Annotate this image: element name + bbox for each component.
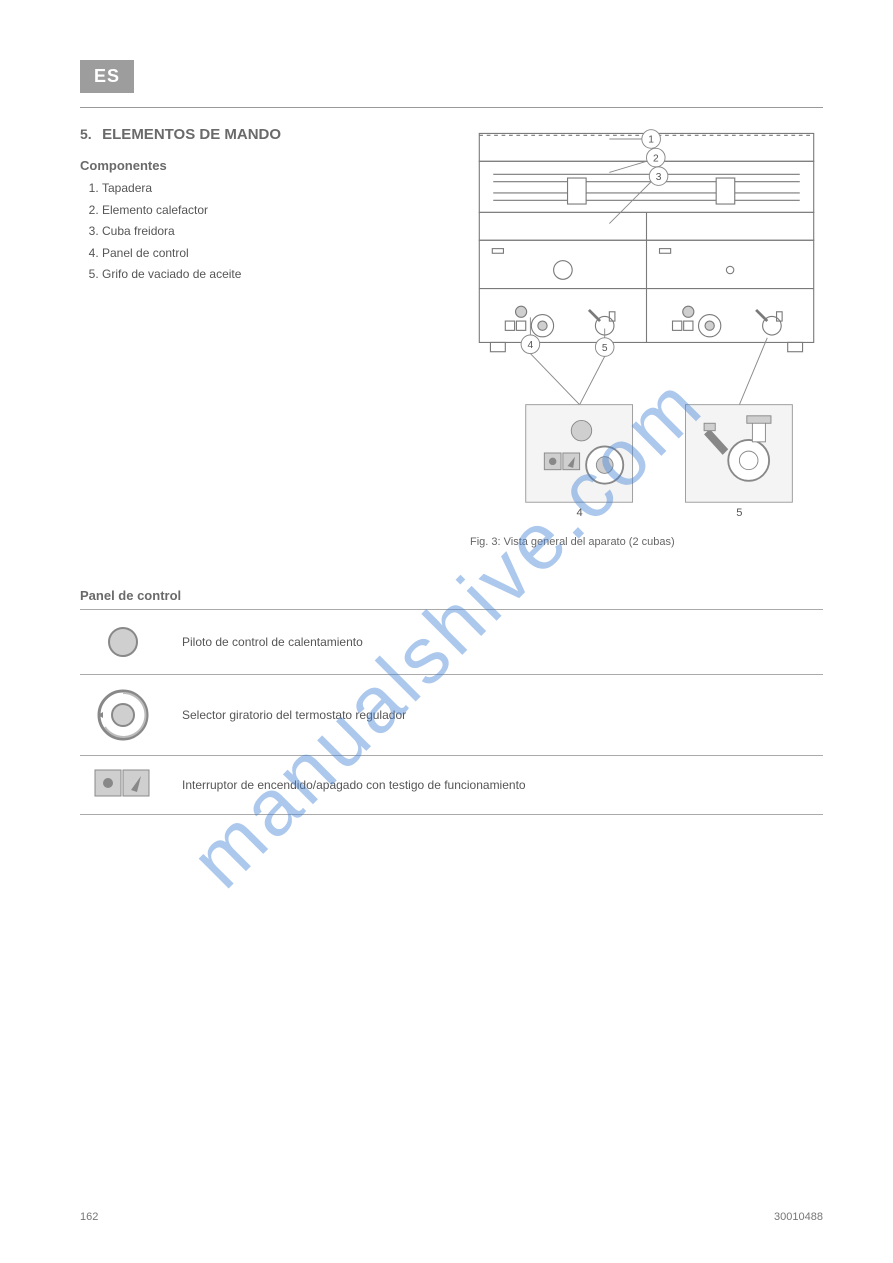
section-title: ELEMENTOS DE MANDO bbox=[102, 126, 281, 143]
language-tag: ES bbox=[80, 60, 134, 93]
pilot-light-icon bbox=[88, 622, 158, 662]
list-item: Grifo de vaciado de aceite bbox=[102, 265, 440, 284]
callout-number: 3 bbox=[656, 172, 662, 183]
top-divider bbox=[80, 107, 823, 108]
figure-column: 1 2 3 4 5 bbox=[470, 126, 823, 548]
components-list: Tapadera Elemento calefactor Cuba freido… bbox=[80, 179, 440, 284]
list-item: Panel de control bbox=[102, 244, 440, 263]
callout-number: 5 bbox=[602, 343, 608, 354]
legend-text: Interruptor de encendido/apagado con tes… bbox=[182, 778, 526, 792]
figure-caption: Fig. 3: Vista general del aparato (2 cub… bbox=[470, 536, 823, 548]
subtitle-controlpanel: Panel de control bbox=[80, 588, 823, 603]
legend-text: Selector giratorio del termostato regula… bbox=[182, 708, 406, 722]
subtitle-components: Componentes bbox=[80, 158, 440, 173]
detail-label-5: 5 bbox=[736, 507, 742, 519]
legend-row: Piloto de control de calentamiento bbox=[80, 609, 823, 674]
legend-text: Piloto de control de calentamiento bbox=[182, 635, 363, 649]
doc-number: 30010488 bbox=[774, 1211, 823, 1223]
page-footer: 162 30010488 bbox=[80, 1211, 823, 1223]
thermostat-knob-icon bbox=[88, 687, 158, 743]
appliance-diagram: 1 2 3 4 5 bbox=[470, 126, 823, 525]
list-item: Elemento calefactor bbox=[102, 201, 440, 220]
list-item: Cuba freidora bbox=[102, 222, 440, 241]
callout-number: 2 bbox=[653, 153, 659, 164]
section-number: 5. bbox=[80, 126, 92, 142]
list-item: Tapadera bbox=[102, 179, 440, 198]
page-number: 162 bbox=[80, 1211, 98, 1223]
callout-number: 1 bbox=[648, 135, 654, 146]
legend-row: Interruptor de encendido/apagado con tes… bbox=[80, 755, 823, 815]
detail-label-4: 4 bbox=[577, 507, 583, 519]
callout-number: 4 bbox=[528, 340, 534, 351]
text-column: 5. ELEMENTOS DE MANDO Componentes Tapade… bbox=[80, 126, 440, 548]
legend-row: Selector giratorio del termostato regula… bbox=[80, 674, 823, 755]
power-switch-icon bbox=[88, 768, 158, 802]
